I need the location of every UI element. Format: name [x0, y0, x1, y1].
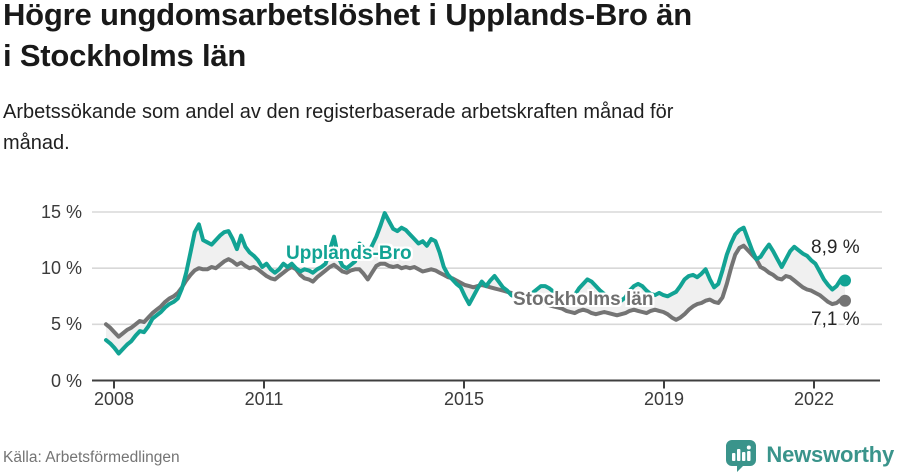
brand-name: Newsworthy [766, 442, 894, 467]
series-end-dot-upplands-bro [839, 274, 851, 287]
series-label-stockholms-lan: Stockholms län [513, 289, 654, 310]
end-value-label-upplands-bro: 8,9 % [811, 237, 860, 258]
x-tick-label: 2011 [244, 389, 284, 409]
series-end-dot-stockholms-lan [839, 294, 851, 307]
series-line-stockholms-lan [104, 243, 847, 339]
source-note: Källa: Arbetsförmedlingen [3, 449, 180, 466]
x-tick-label: 2008 [93, 389, 135, 409]
x-tick-label: 2015 [443, 389, 485, 409]
page-title: Högre ungdomsarbetslöshet i Upplands-Bro… [3, 0, 692, 73]
y-tick-label: 15 % [40, 202, 82, 222]
between-series-fill [106, 213, 845, 354]
series-line-upplands-bro [104, 211, 847, 356]
y-tick-label: 10 % [40, 258, 82, 279]
series-label-upplands-bro: Upplands-Bro [286, 243, 412, 264]
x-tick-label: 2019 [643, 389, 685, 409]
y-tick-label: 0 % [50, 370, 82, 391]
newsworthy-brand-link[interactable]: Newsworthy [724, 438, 894, 472]
y-tick-label: 5 % [50, 314, 82, 335]
end-value-label-stockholms-lan: 7,1 % [811, 309, 860, 330]
x-tick-label: 2022 [793, 389, 835, 409]
chart-subtitle: Arbetssökande som andel av den registerb… [3, 101, 674, 154]
bar-chart-speech-bubble-icon [726, 440, 757, 472]
